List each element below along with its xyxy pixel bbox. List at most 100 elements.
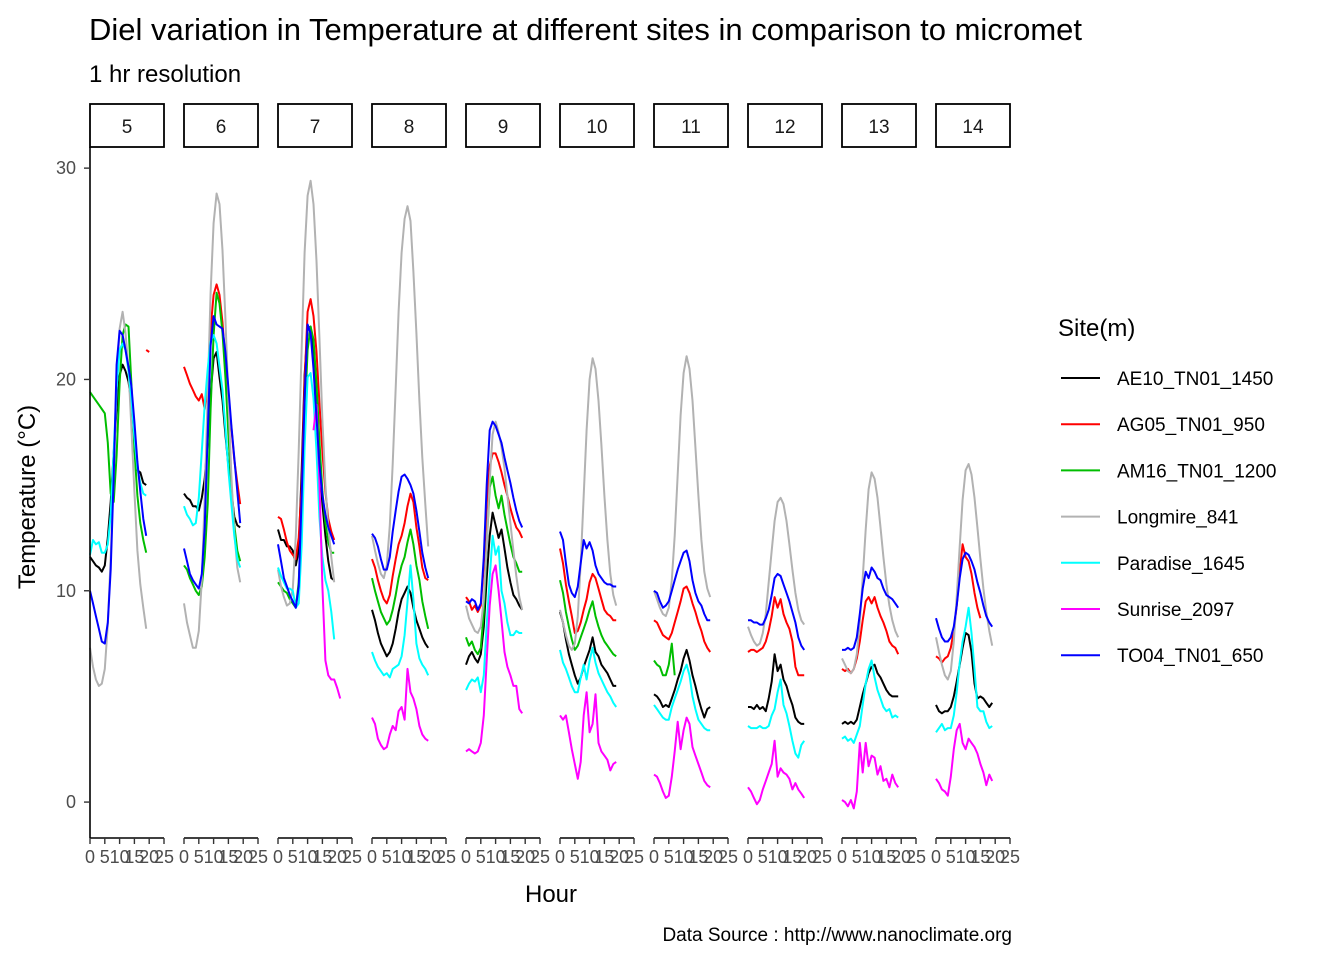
series-line <box>559 548 617 634</box>
series-line <box>145 349 150 353</box>
y-tick-label: 30 <box>56 158 76 178</box>
x-tick-label: 20 <box>139 847 159 867</box>
facet-strip: 10 <box>559 103 635 148</box>
x-tick-label: 0 <box>837 847 847 867</box>
chart-title: Diel variation in Temperature at differe… <box>89 12 1082 47</box>
series-line <box>559 357 618 651</box>
facet-strip: 9 <box>465 103 541 148</box>
series-line <box>653 663 711 732</box>
facet-panel <box>841 471 900 810</box>
x-tick-label: 5 <box>570 847 580 867</box>
series-line <box>371 473 430 579</box>
legend-label: AM16_TN01_1200 <box>1117 461 1277 482</box>
facet-strip: 14 <box>935 103 1011 148</box>
x-tick-label: 15 <box>500 847 520 867</box>
chart-subtitle: 1 hr resolution <box>89 61 241 88</box>
x-tick-label: 10 <box>298 847 318 867</box>
series-line <box>747 739 806 806</box>
x-tick-label: 0 <box>367 847 377 867</box>
series-line <box>183 192 242 649</box>
legend-label: Paradise_1645 <box>1117 554 1245 575</box>
y-tick-label: 20 <box>56 369 76 389</box>
facet-strip: 11 <box>653 103 729 148</box>
x-tick-label: 25 <box>436 847 456 867</box>
legend-label: AE10_TN01_1450 <box>1117 369 1273 390</box>
facet-strip-label: 8 <box>404 117 415 138</box>
x-tick-label: 15 <box>688 847 708 867</box>
x-tick-label: 15 <box>594 847 614 867</box>
series-line <box>653 716 711 799</box>
legend-title: Site(m) <box>1058 315 1135 342</box>
series-line <box>842 566 900 651</box>
facet-strip-label: 9 <box>498 117 509 138</box>
series-line <box>371 528 430 630</box>
x-tick-label: 15 <box>218 847 238 867</box>
facet-strip-box <box>653 103 729 148</box>
series-line <box>559 611 617 687</box>
x-tick-label: 5 <box>100 847 110 867</box>
series-line <box>465 511 524 666</box>
series-line <box>465 420 524 611</box>
x-tick-label: 20 <box>891 847 911 867</box>
legend-label: Sunrise_2097 <box>1117 600 1234 621</box>
legend-item: AG05_TN01_950 <box>1061 415 1265 436</box>
x-tick-label: 0 <box>461 847 471 867</box>
legend-label: Longmire_841 <box>1117 508 1238 529</box>
x-tick-label: 15 <box>124 847 144 867</box>
facet-panel <box>89 310 150 687</box>
x-tick-label: 10 <box>486 847 506 867</box>
legend-label: AG05_TN01_950 <box>1117 415 1265 436</box>
series-line <box>935 551 994 643</box>
legend-item: Sunrise_2097 <box>1061 600 1234 621</box>
x-tick-label: 10 <box>956 847 976 867</box>
x-tick-label: 5 <box>476 847 486 867</box>
x-tick-label: 25 <box>248 847 268 867</box>
facet-strip-box <box>371 103 447 148</box>
facet-panel <box>747 496 806 806</box>
facet-strip-box <box>89 103 165 148</box>
facet-strip: 5 <box>89 103 165 148</box>
x-tick-label: 10 <box>768 847 788 867</box>
series-line <box>465 420 524 634</box>
series-line <box>653 549 711 622</box>
series-line <box>935 722 994 797</box>
series-line <box>747 596 805 677</box>
plot-area <box>89 179 994 810</box>
series-line <box>465 452 524 613</box>
series-line <box>841 471 900 675</box>
legend-item: Paradise_1645 <box>1061 554 1245 575</box>
x-tick-label: 0 <box>743 847 753 867</box>
x-tick-label: 5 <box>664 847 674 867</box>
facet-panel <box>653 355 712 799</box>
facet-strip-label: 10 <box>586 117 607 138</box>
x-tick-label: 0 <box>555 847 565 867</box>
series-line <box>371 492 429 605</box>
x-tick-label: 10 <box>862 847 882 867</box>
x-tick-label: 25 <box>718 847 738 867</box>
legend-item: AE10_TN01_1450 <box>1061 369 1273 390</box>
x-tick-label: 10 <box>204 847 224 867</box>
series-line <box>653 355 712 618</box>
series-line <box>465 564 524 755</box>
series-line <box>841 741 900 810</box>
caption: Data Source : http://www.nanoclimate.org <box>662 925 1012 946</box>
facet-strip-box <box>183 103 259 148</box>
x-tick-label: 0 <box>273 847 283 867</box>
series-line <box>277 179 336 607</box>
x-tick-label: 5 <box>946 847 956 867</box>
x-tick-label: 10 <box>674 847 694 867</box>
x-tick-label: 5 <box>758 847 768 867</box>
series-line <box>371 667 429 751</box>
x-tick-label: 20 <box>985 847 1005 867</box>
x-tick-label: 15 <box>876 847 896 867</box>
x-tick-label: 20 <box>609 847 629 867</box>
x-tick-label: 15 <box>406 847 426 867</box>
legend-item: AM16_TN01_1200 <box>1061 461 1277 482</box>
series-line <box>559 579 617 658</box>
